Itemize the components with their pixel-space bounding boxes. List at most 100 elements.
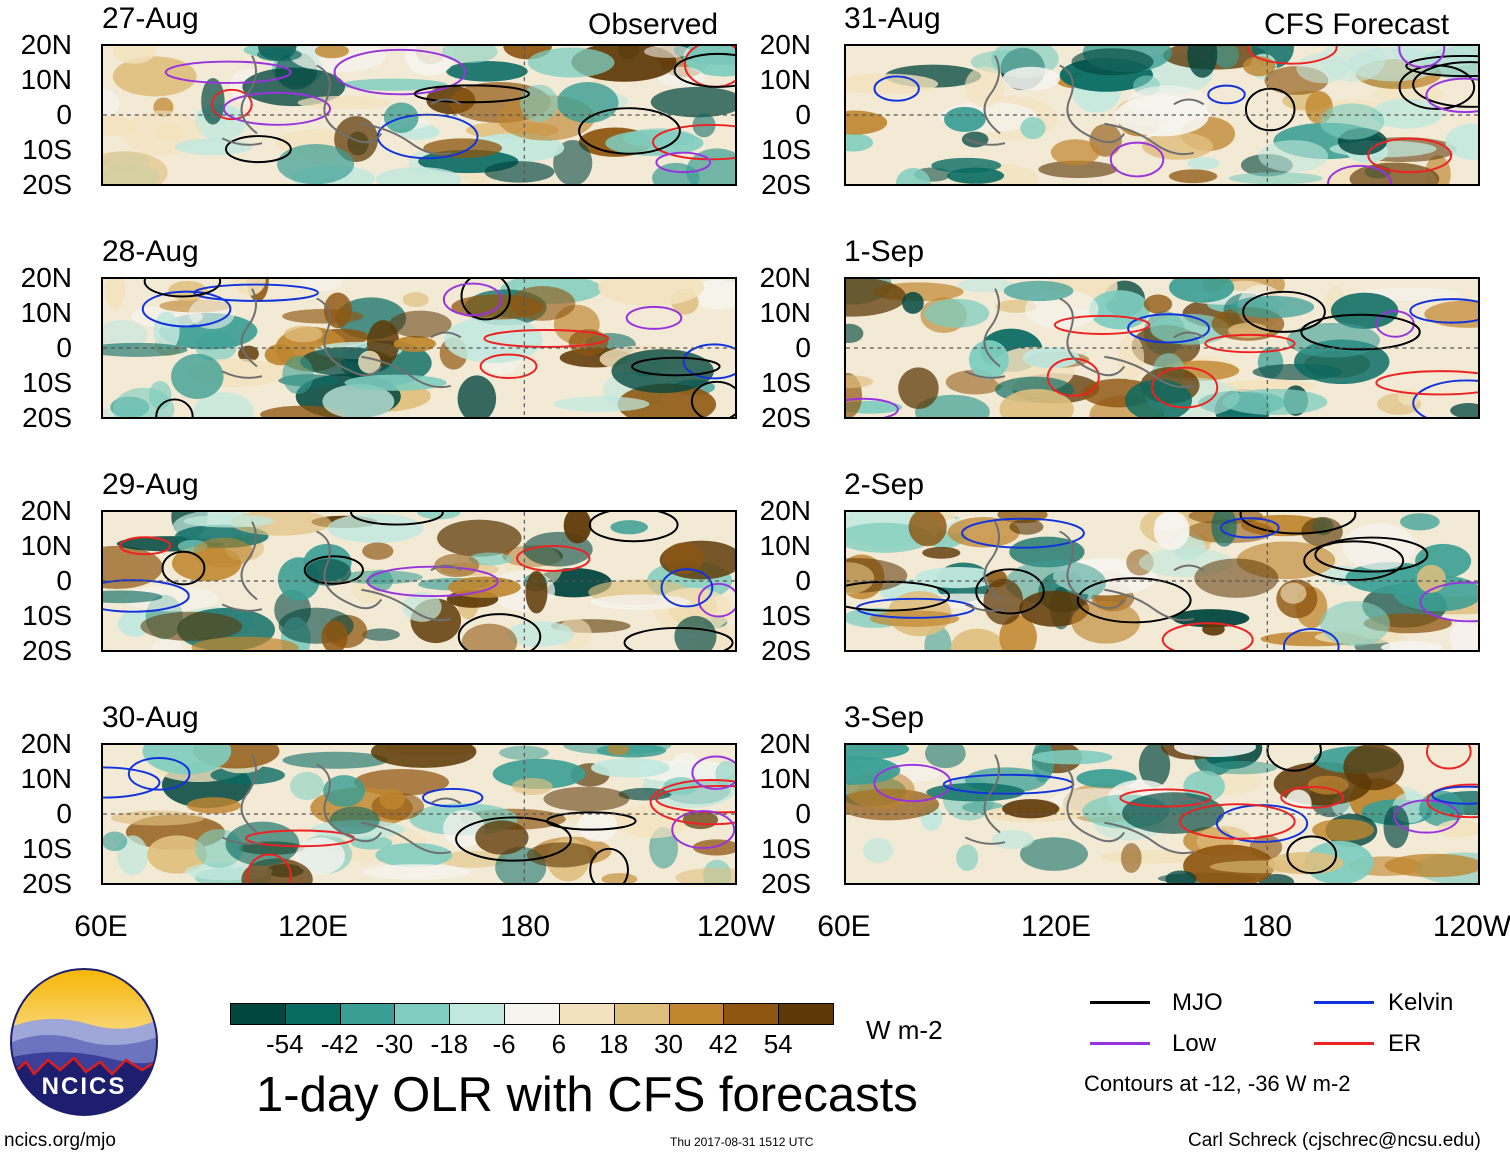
olr-blob: [922, 546, 961, 559]
olr-blob: [553, 396, 650, 412]
olr-blob: [1153, 512, 1190, 550]
olr-blob: [1330, 292, 1399, 329]
olr-blob: [1071, 48, 1154, 76]
colorbar-segment: [723, 1003, 780, 1025]
olr-blob: [350, 835, 393, 850]
olr-blob: [442, 46, 498, 64]
colorbar-tick-label: -6: [492, 1029, 516, 1059]
wave-contour: [303, 555, 364, 585]
olr-blob: [590, 594, 691, 610]
olr-blob: [434, 553, 480, 578]
wave-contour: [631, 356, 721, 377]
lat-label: 20N: [759, 495, 811, 526]
wave-contour: [846, 397, 899, 417]
wave-contour: [682, 343, 735, 380]
olr-blob: [438, 850, 507, 868]
olr-blob: [908, 512, 947, 547]
wave-contour: [655, 151, 712, 174]
wave-contour: [1280, 786, 1344, 809]
coastline: [964, 521, 1205, 622]
olr-blob: [846, 133, 874, 152]
olr-blob: [957, 279, 1015, 293]
olr-blob: [846, 375, 874, 389]
lat-label: 20S: [22, 868, 72, 899]
wave-contour: [421, 787, 484, 808]
olr-blob: [1122, 792, 1225, 834]
lat-label: 10S: [761, 367, 811, 398]
wave-contour: [1286, 835, 1338, 875]
lat-label: 20N: [20, 262, 72, 293]
wave-contour: [1204, 333, 1296, 354]
olr-blob: [525, 570, 548, 614]
olr-blob: [1383, 805, 1410, 849]
wave-contour: [1367, 137, 1453, 174]
olr-blob: [509, 285, 576, 321]
wave-contour: [1419, 581, 1478, 623]
colorbar-segment: [558, 1003, 615, 1025]
colorbar-tick-label: 6: [551, 1029, 567, 1059]
logo-text: NCICS: [42, 1073, 127, 1100]
olr-blob: [242, 67, 346, 107]
lat-label: 10S: [22, 134, 72, 165]
lat-label: 0: [56, 565, 72, 596]
lat-label: 20S: [22, 169, 72, 200]
olr-blob: [153, 311, 180, 351]
colorbar-segment: [668, 1003, 725, 1025]
olr-blob: [402, 292, 429, 308]
olr-blob: [103, 545, 163, 589]
olr-blob: [999, 389, 1074, 417]
wave-contour: [873, 763, 952, 803]
wave-contour: [222, 91, 332, 126]
olr-blob: [1258, 140, 1329, 173]
lat-label: 20S: [22, 402, 72, 433]
colorbar-tick-label: 30: [654, 1029, 683, 1059]
colorbar-tick-label: -54: [266, 1029, 304, 1059]
olr-blob: [1127, 85, 1210, 120]
olr-blob: [103, 151, 168, 184]
wave-contour: [118, 536, 172, 556]
olr-blob: [103, 320, 148, 350]
olr-blob: [1202, 622, 1225, 636]
olr-blob: [282, 355, 314, 395]
lat-label: 20S: [761, 402, 811, 433]
olr-blob: [1076, 769, 1137, 788]
colorbar-segment: [339, 1003, 396, 1025]
lat-label: 20N: [20, 495, 72, 526]
lat-label: 0: [56, 99, 72, 130]
olr-blob: [862, 837, 894, 863]
lon-label-180-left: 180: [499, 910, 551, 943]
olr-blob: [484, 161, 555, 183]
panel-title-obs-1: 27-Aug: [102, 2, 199, 35]
olr-blob: [610, 520, 648, 535]
wave-contour: [1282, 627, 1340, 650]
lat-label: 10N: [759, 763, 811, 794]
wave-contour: [457, 613, 542, 650]
wave-contour: [413, 84, 530, 104]
lat-label: 10N: [20, 297, 72, 328]
lat-label: 10N: [759, 297, 811, 328]
olr-blob: [110, 810, 205, 826]
panel-title-fc-4: 3-Sep: [844, 701, 925, 734]
olr-blob: [282, 751, 389, 769]
footer-url[interactable]: ncics.org/mjo: [4, 1130, 116, 1151]
olr-blob: [437, 519, 522, 557]
olr-blob: [1172, 609, 1250, 628]
olr-blob: [1187, 156, 1220, 170]
olr-blob: [264, 344, 296, 366]
olr-blob: [1221, 388, 1328, 415]
wave-contour: [1405, 54, 1478, 78]
olr-blob: [1187, 46, 1218, 78]
olr-blob: [663, 542, 704, 575]
olr-blob: [1194, 558, 1279, 598]
wave-contour: [651, 123, 735, 161]
map-panel-obs-2: [101, 277, 737, 419]
wave-contour: [588, 512, 679, 543]
olr-blob: [943, 106, 986, 132]
wave-contour: [1409, 298, 1478, 324]
olr-blob: [314, 46, 349, 59]
lat-label: 10S: [761, 600, 811, 631]
olr-blob: [947, 516, 1020, 548]
olr-blob: [1002, 66, 1061, 91]
wave-contour: [961, 517, 1085, 549]
wave-contour: [1207, 84, 1246, 105]
